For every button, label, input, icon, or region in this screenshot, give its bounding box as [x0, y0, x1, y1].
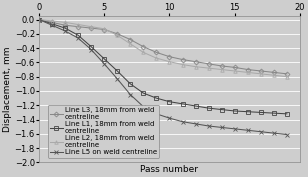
Y-axis label: Displacement, mm: Displacement, mm — [3, 46, 12, 132]
Line L5 on weld centreline — [259, 131, 263, 133]
Line L1, 18mm from weld
centreline — [168, 101, 171, 103]
Line L5 on weld centreline — [233, 128, 237, 130]
Line L3, 18mm from weld
centreline — [128, 38, 132, 41]
Line L2, 18mm from weld
centreline — [285, 76, 289, 78]
Line L3, 18mm from weld
centreline — [220, 65, 224, 67]
Line L1, 18mm from weld
centreline — [128, 83, 132, 85]
Line L2, 18mm from weld
centreline — [220, 68, 224, 71]
Line L5 on weld centreline — [76, 37, 80, 39]
Line L2, 18mm from weld
centreline — [168, 61, 171, 63]
Line L2, 18mm from weld
centreline — [194, 66, 197, 68]
Line L3, 18mm from weld
centreline — [116, 33, 119, 35]
Line L2, 18mm from weld
centreline — [63, 21, 67, 23]
Line L5 on weld centreline — [116, 78, 119, 80]
Line L2, 18mm from weld
centreline — [141, 51, 145, 53]
Line L5 on weld centreline — [155, 113, 158, 115]
Line L5 on weld centreline — [102, 63, 106, 65]
Line L3, 18mm from weld
centreline — [246, 68, 249, 71]
Line L5 on weld centreline — [194, 123, 197, 125]
Line L3, 18mm from weld
centreline — [89, 27, 93, 29]
Line L3, 18mm from weld
centreline — [76, 26, 80, 28]
Line: Line L5 on weld centreline: Line L5 on weld centreline — [37, 17, 289, 137]
Line L2, 18mm from weld
centreline — [76, 24, 80, 26]
Line L3, 18mm from weld
centreline — [155, 51, 158, 53]
Line L2, 18mm from weld
centreline — [246, 71, 249, 73]
Line L3, 18mm from weld
centreline — [272, 71, 276, 73]
Line: Line L1, 18mm from weld
centreline: Line L1, 18mm from weld centreline — [37, 18, 289, 116]
Line L1, 18mm from weld
centreline — [285, 113, 289, 115]
Line L1, 18mm from weld
centreline — [50, 23, 54, 25]
Line L2, 18mm from weld
centreline — [50, 20, 54, 22]
Line L5 on weld centreline — [168, 117, 171, 119]
Line L1, 18mm from weld
centreline — [259, 111, 263, 113]
Line L3, 18mm from weld
centreline — [181, 58, 184, 61]
Line L1, 18mm from weld
centreline — [155, 97, 158, 99]
Line L2, 18mm from weld
centreline — [181, 64, 184, 66]
Line L3, 18mm from weld
centreline — [233, 66, 237, 68]
Line: Line L3, 18mm from weld
centreline: Line L3, 18mm from weld centreline — [37, 18, 289, 76]
Legend: Line L3, 18mm from weld
centreline, Line L1, 18mm from weld
centreline, Line L2,: Line L3, 18mm from weld centreline, Line… — [48, 105, 159, 158]
Line L1, 18mm from weld
centreline — [207, 107, 210, 109]
Line L2, 18mm from weld
centreline — [128, 43, 132, 45]
Line L1, 18mm from weld
centreline — [116, 70, 119, 72]
Line L5 on weld centreline — [246, 129, 249, 131]
Line L5 on weld centreline — [220, 126, 224, 129]
Line L5 on weld centreline — [207, 125, 210, 127]
Line L1, 18mm from weld
centreline — [233, 110, 237, 112]
Line L2, 18mm from weld
centreline — [116, 34, 119, 36]
Line L5 on weld centreline — [37, 18, 41, 21]
Line L5 on weld centreline — [128, 93, 132, 96]
Line L2, 18mm from weld
centreline — [272, 74, 276, 76]
Line L1, 18mm from weld
centreline — [246, 111, 249, 113]
Line L1, 18mm from weld
centreline — [76, 34, 80, 36]
Line L1, 18mm from weld
centreline — [194, 105, 197, 107]
Line L5 on weld centreline — [141, 106, 145, 108]
Line L2, 18mm from weld
centreline — [259, 73, 263, 75]
Line L2, 18mm from weld
centreline — [155, 57, 158, 59]
Line L3, 18mm from weld
centreline — [141, 46, 145, 48]
Line L2, 18mm from weld
centreline — [37, 18, 41, 21]
Line L1, 18mm from weld
centreline — [272, 112, 276, 114]
Line: Line L2, 18mm from weld
centreline: Line L2, 18mm from weld centreline — [37, 18, 289, 78]
Line L1, 18mm from weld
centreline — [141, 92, 145, 94]
X-axis label: Pass number: Pass number — [140, 165, 198, 174]
Line L1, 18mm from weld
centreline — [181, 103, 184, 105]
Line L1, 18mm from weld
centreline — [220, 109, 224, 111]
Line L5 on weld centreline — [272, 132, 276, 134]
Line L3, 18mm from weld
centreline — [194, 61, 197, 63]
Line L5 on weld centreline — [285, 133, 289, 136]
Line L3, 18mm from weld
centreline — [207, 63, 210, 65]
Line L3, 18mm from weld
centreline — [50, 21, 54, 23]
Line L5 on weld centreline — [50, 24, 54, 26]
Line L3, 18mm from weld
centreline — [63, 24, 67, 26]
Line L2, 18mm from weld
centreline — [89, 26, 93, 28]
Line L3, 18mm from weld
centreline — [37, 18, 41, 21]
Line L5 on weld centreline — [181, 121, 184, 123]
Line L1, 18mm from weld
centreline — [89, 46, 93, 48]
Line L1, 18mm from weld
centreline — [102, 58, 106, 60]
Line L2, 18mm from weld
centreline — [102, 28, 106, 30]
Line L1, 18mm from weld
centreline — [37, 18, 41, 21]
Line L1, 18mm from weld
centreline — [63, 27, 67, 29]
Line L5 on weld centreline — [89, 48, 93, 51]
Line L3, 18mm from weld
centreline — [102, 28, 106, 31]
Line L5 on weld centreline — [63, 30, 67, 32]
Line L2, 18mm from weld
centreline — [207, 67, 210, 69]
Line L3, 18mm from weld
centreline — [259, 70, 263, 72]
Line L2, 18mm from weld
centreline — [233, 70, 237, 72]
Line L3, 18mm from weld
centreline — [168, 56, 171, 58]
Line L3, 18mm from weld
centreline — [285, 73, 289, 75]
